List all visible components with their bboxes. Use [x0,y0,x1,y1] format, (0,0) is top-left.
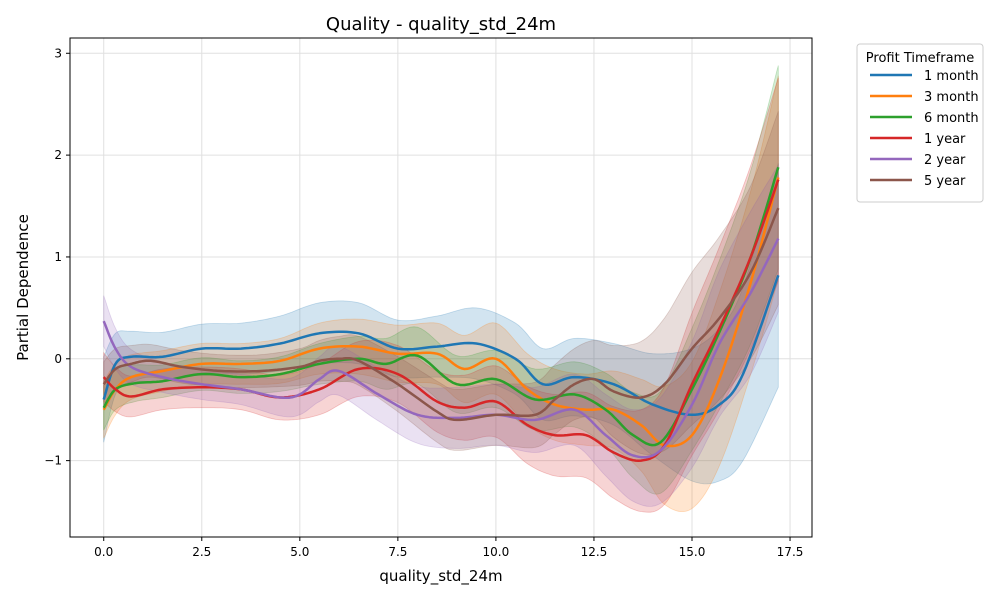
band-3-month [103,75,779,512]
x-tick-label: 17.5 [777,545,804,559]
plot-frame [69,37,813,538]
line-1-year [102,179,780,463]
x-axis-ticks: 0.0 2.5 5.0 7.5 10.0 12.5 15.0 17.5 [94,537,803,559]
legend-label: 3 month [924,90,979,105]
x-tick-label: 2.5 [192,545,211,559]
chart-title: Quality - quality_std_24m [326,14,556,35]
band-6-month [103,65,779,495]
x-tick-label: 5.0 [290,545,309,559]
band-5-year [103,111,779,456]
line-2-year [102,238,780,459]
grid [70,38,812,537]
legend-items: 1 month 3 month 6 month 1 year 2 year 5 year [870,69,979,189]
x-tick-label: 12.5 [581,545,608,559]
series-lines [102,166,780,463]
x-axis-title: quality_std_24m [379,567,502,586]
y-tick-label: 0 [54,352,62,366]
y-tick-label: 3 [54,46,62,60]
legend-label: 2 year [924,153,966,168]
y-tick-label: 2 [54,148,62,162]
confidence-bands [103,65,779,513]
y-axis-ticks: −1 0 1 2 3 [44,46,70,468]
line-3-month [102,177,780,448]
x-tick-label: 10.0 [483,545,510,559]
legend-label: 1 month [924,69,979,84]
legend-label: 6 month [924,111,979,126]
x-tick-label: 15.0 [679,545,706,559]
x-tick-label: 7.5 [388,545,407,559]
y-axis-title: Partial Dependence [14,214,32,361]
x-tick-label: 0.0 [94,545,113,559]
band-1-year [103,77,779,513]
legend-box [856,43,984,203]
legend-label: 1 year [924,132,966,147]
band-2-year [103,163,779,507]
legend-label: 5 year [924,174,966,189]
line-5-year [102,207,780,422]
y-tick-label: 1 [54,250,62,264]
y-tick-label: −1 [44,454,62,468]
legend-title: Profit Timeframe [866,51,974,66]
